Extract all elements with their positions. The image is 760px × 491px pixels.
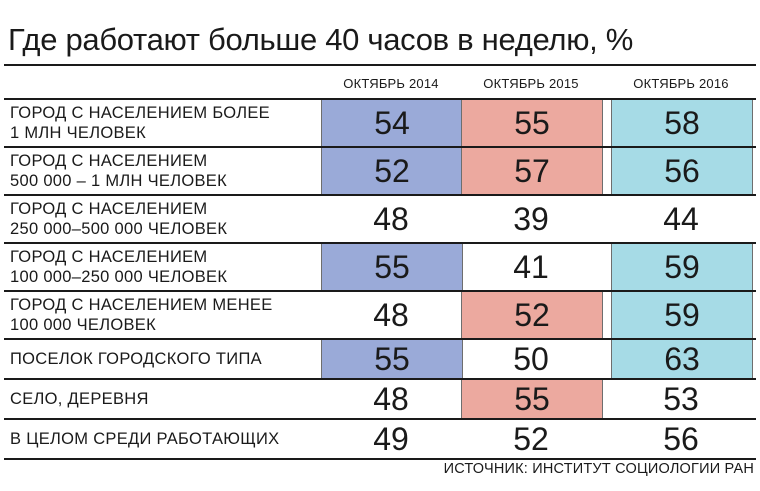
value-cell: 39 (513, 200, 549, 237)
value-cell: 48 (373, 200, 409, 237)
row-divider (4, 338, 756, 340)
value-cell: 57 (461, 148, 603, 194)
table-row: 52 57 56 ГОРОД С НАСЕЛЕНИЕМ 500 000 – 1 МЛН … (4, 146, 756, 194)
row-label-line: ГОРОД С НАСЕЛЕНИЕМ (10, 152, 208, 170)
table-row: 54 55 58 ГОРОД С НАСЕЛЕНИЕМ БОЛЕЕ 1 МЛН ЧЕЛО… (4, 98, 756, 146)
value-cell: 56 (663, 420, 699, 457)
row-label: ГОРОД С НАСЕЛЕНИЕМ 100 000–250 000 ЧЕЛОВЕ… (10, 247, 320, 287)
row-label-line: ГОРОД С НАСЕЛЕНИЕМ (10, 248, 208, 266)
value-cell: 59 (611, 244, 753, 290)
table-row: 55 50 63 ПОСЕЛОК ГОРОДСКОГО ТИПА (4, 338, 756, 378)
row-label-line: 100 000 ЧЕЛОВЕК (10, 316, 157, 334)
row-label-line: СЕЛО, ДЕРЕВНЯ (10, 390, 149, 408)
table-row: 48 52 59 ГОРОД С НАСЕЛЕНИЕМ МЕНЕЕ 100 000 ЧЕ… (4, 290, 756, 338)
value-cell: 55 (321, 340, 463, 378)
column-header: ОКТЯБРЬ 2014 (343, 76, 439, 91)
value-cell: 49 (373, 420, 409, 457)
table-row: 55 41 59 ГОРОД С НАСЕЛЕНИЕМ 100 000–250 000 … (4, 242, 756, 290)
source-note: ИСТОЧНИК: ИНСТИТУТ СОЦИОЛОГИИ РАН (443, 461, 754, 477)
value-cell: 55 (461, 100, 603, 146)
row-divider (4, 418, 756, 420)
row-label-line: ГОРОД С НАСЕЛЕНИЕМ (10, 200, 208, 218)
value-cell: 59 (611, 292, 753, 338)
row-divider (4, 458, 756, 460)
value-cell: 41 (513, 248, 549, 285)
chart-title: Где работают больше 40 часов в неделю, % (8, 22, 634, 57)
value-cell: 54 (321, 100, 463, 146)
row-label: СЕЛО, ДЕРЕВНЯ (10, 389, 320, 409)
row-divider (4, 98, 756, 100)
row-divider (4, 378, 756, 380)
value-cell: 50 (513, 340, 549, 377)
row-label: ГОРОД С НАСЕЛЕНИЕМ 250 000–500 000 ЧЕЛОВЕ… (10, 199, 320, 239)
row-label: ГОРОД С НАСЕЛЕНИЕМ БОЛЕЕ 1 МЛН ЧЕЛОВЕК (10, 103, 320, 143)
value-cell: 48 (373, 296, 409, 333)
title-divider (4, 64, 756, 66)
table-row: 48 55 53 СЕЛО, ДЕРЕВНЯ (4, 378, 756, 418)
row-label-line: 500 000 – 1 МЛН ЧЕЛОВЕК (10, 172, 228, 190)
value-cell: 55 (461, 380, 603, 418)
row-label: ГОРОД С НАСЕЛЕНИЕМ МЕНЕЕ 100 000 ЧЕЛОВЕК (10, 295, 320, 335)
row-divider (4, 242, 756, 244)
row-divider (4, 194, 756, 196)
value-cell: 58 (611, 100, 753, 146)
row-label-line: 250 000–500 000 ЧЕЛОВЕК (10, 220, 228, 238)
value-cell: 52 (321, 148, 463, 194)
row-divider (4, 290, 756, 292)
value-cell: 63 (611, 340, 753, 378)
row-label: ПОСЕЛОК ГОРОДСКОГО ТИПА (10, 349, 320, 369)
row-label: В ЦЕЛОМ СРЕДИ РАБОТАЮЩИХ (10, 429, 320, 449)
value-cell: 52 (461, 292, 603, 338)
row-label-line: 100 000–250 000 ЧЕЛОВЕК (10, 268, 228, 286)
value-cell: 44 (663, 200, 699, 237)
row-label-line: ПОСЕЛОК ГОРОДСКОГО ТИПА (10, 350, 262, 368)
row-label-line: ГОРОД С НАСЕЛЕНИЕМ МЕНЕЕ (10, 296, 273, 314)
value-cell: 48 (373, 380, 409, 417)
value-cell: 53 (663, 380, 699, 417)
column-header: ОКТЯБРЬ 2016 (633, 76, 729, 91)
value-cell: 55 (321, 244, 463, 290)
row-divider (4, 146, 756, 148)
value-cell: 56 (611, 148, 753, 194)
row-label-line: 1 МЛН ЧЕЛОВЕК (10, 124, 147, 142)
table-row: 48 39 44 ГОРОД С НАСЕЛЕНИЕМ 250 000–500 000 … (4, 194, 756, 242)
table-row: 49 52 56 В ЦЕЛОМ СРЕДИ РАБОТАЮЩИХ (4, 418, 756, 458)
value-cell: 52 (513, 420, 549, 457)
column-header: ОКТЯБРЬ 2015 (483, 76, 579, 91)
row-label: ГОРОД С НАСЕЛЕНИЕМ 500 000 – 1 МЛН ЧЕЛОВЕ… (10, 151, 320, 191)
row-label-line: ГОРОД С НАСЕЛЕНИЕМ БОЛЕЕ (10, 104, 270, 122)
row-label-line: В ЦЕЛОМ СРЕДИ РАБОТАЮЩИХ (10, 430, 280, 448)
